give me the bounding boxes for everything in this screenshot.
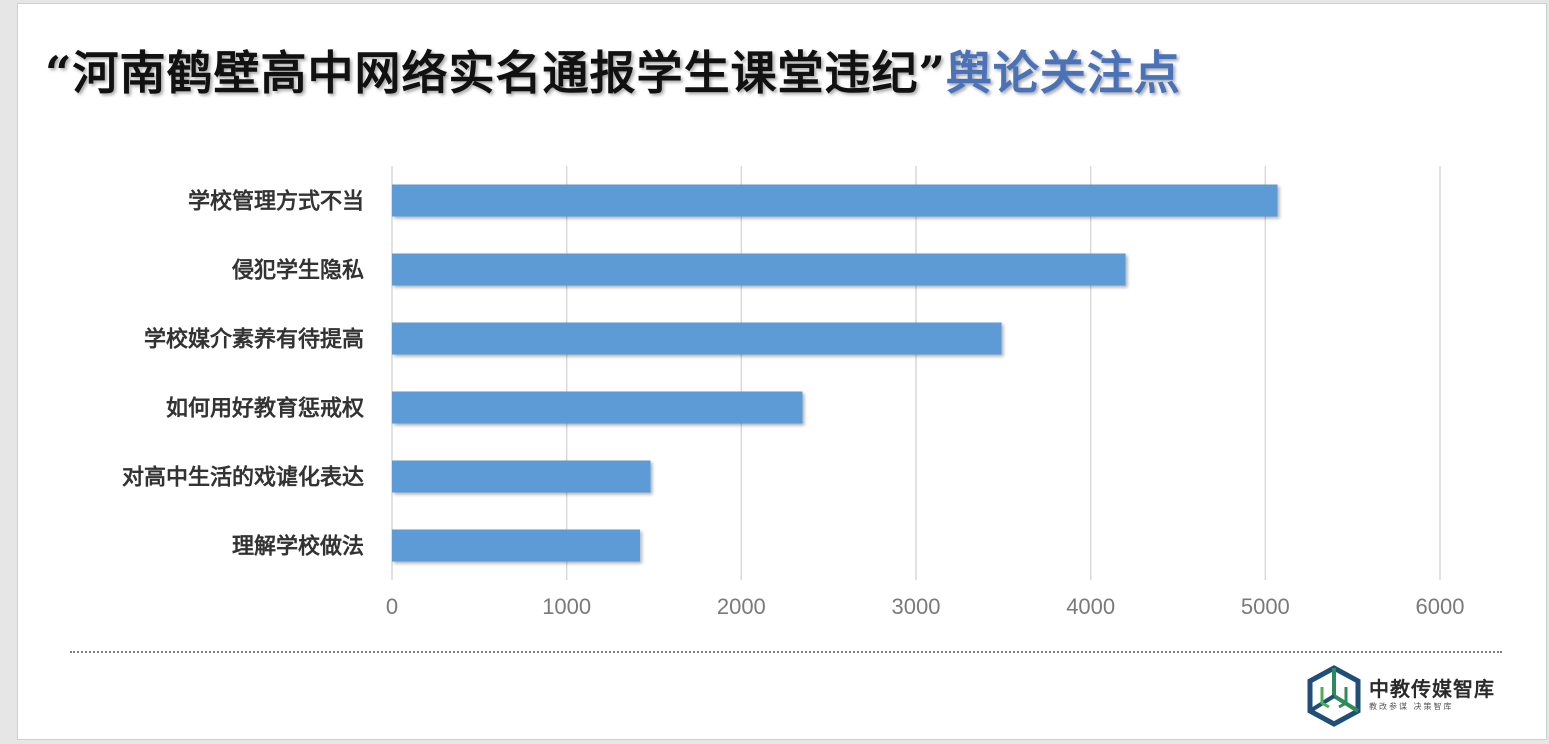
category-label: 侵犯学生隐私	[231, 258, 364, 284]
x-tick-label: 0	[386, 594, 398, 619]
x-tick-label: 5000	[1241, 594, 1290, 619]
hexagon-cube-icon	[1307, 665, 1361, 727]
bars	[392, 184, 1278, 562]
x-tick-label: 3000	[892, 594, 941, 619]
bar-5	[392, 460, 651, 493]
category-label: 理解学校做法	[232, 534, 364, 560]
x-tick-label: 4000	[1066, 594, 1115, 619]
bar-4	[392, 391, 803, 424]
x-tick-label: 2000	[717, 594, 766, 619]
title-main: “河南鹤壁高中网络实名通报学生课堂违纪”	[45, 46, 946, 100]
bar-1	[392, 184, 1278, 217]
bar-6	[392, 529, 641, 562]
logo-subtitle: 教改参谋 决策智库	[1369, 702, 1454, 711]
logo-name: 中教传媒智库	[1369, 677, 1495, 701]
category-label: 学校媒介素养有待提高	[144, 327, 364, 353]
category-labels: 学校管理方式不当侵犯学生隐私学校媒介素养有待提高如何用好教育惩戒权对高中生活的戏…	[122, 189, 365, 560]
x-tick-label: 6000	[1416, 594, 1465, 619]
x-axis-ticks: 0 1000 2000 3000 4000 5000 6000	[386, 594, 1465, 619]
bar-3	[392, 322, 1002, 355]
dotted-divider	[70, 651, 1502, 653]
x-tick-label: 1000	[542, 594, 591, 619]
brand-logo: 中教传媒智库 教改参谋 决策智库	[1305, 665, 1505, 727]
gridlines	[391, 166, 1441, 580]
title-accent: 舆论关注点	[945, 46, 1181, 100]
bar-2	[392, 253, 1126, 286]
category-label: 对高中生活的戏谑化表达	[122, 465, 364, 491]
slide-frame	[17, 3, 1547, 740]
category-label: 如何用好教育惩戒权	[166, 396, 365, 422]
category-label: 学校管理方式不当	[188, 189, 364, 215]
page-title: “河南鹤壁高中网络实名通报学生课堂违纪”舆论关注点	[45, 48, 1181, 99]
